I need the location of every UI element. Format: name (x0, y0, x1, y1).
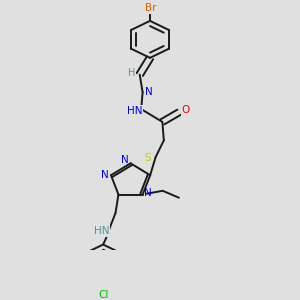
Text: HN: HN (127, 106, 142, 116)
Text: O: O (182, 105, 190, 115)
Text: N: N (122, 155, 129, 165)
Text: N: N (101, 170, 109, 180)
Text: Cl: Cl (98, 290, 108, 300)
Text: Br: Br (145, 3, 156, 13)
Text: HN: HN (94, 226, 110, 236)
Text: N: N (144, 188, 152, 198)
Text: S: S (144, 153, 151, 164)
Text: N: N (145, 87, 153, 97)
Text: H: H (128, 68, 135, 78)
